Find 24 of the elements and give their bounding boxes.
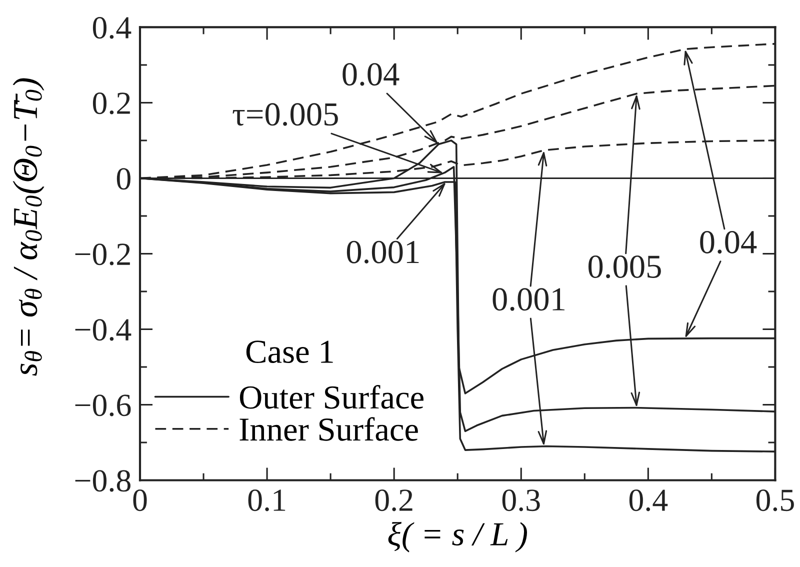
legend-label: Outer Surface: [240, 384, 424, 409]
annotation: 0.001: [346, 240, 419, 264]
y-tick-label: −0.4: [75, 319, 132, 341]
x-axis-title: ξ( = s / L ): [388, 522, 527, 552]
y-tick-label: −0.8: [75, 470, 130, 492]
legend-label: Inner Surface: [240, 417, 418, 441]
x-tick-label: 0.1: [248, 490, 286, 512]
annotation: 0.005: [588, 256, 661, 278]
legend-title: Case 1: [246, 340, 333, 364]
x-tick-label: 0: [133, 490, 147, 512]
annotation: 0.001: [492, 288, 564, 311]
y-tick-label: 0: [116, 168, 130, 190]
x-tick-label: 0.5: [756, 490, 794, 512]
annotation: 0.04: [700, 230, 757, 254]
y-tick-label: 0.4: [92, 17, 132, 39]
y-tick-label: −0.6: [75, 394, 131, 416]
y-tick-label: −0.2: [75, 244, 130, 266]
x-tick-label: 0.3: [502, 490, 540, 512]
text: s$_{θ}$= σ$_{θ}$ / α$_{0}$E$_{0}$(Θ$_{0}$−T̄$_{0}$): [12, 78, 44, 376]
annotation: τ=0.005: [232, 103, 338, 126]
y-tick-label: 0.2: [92, 92, 130, 114]
x-tick-label: 0.2: [375, 490, 412, 512]
annotation: 0.04: [342, 63, 400, 86]
x-tick-label: 0.4: [629, 490, 668, 512]
